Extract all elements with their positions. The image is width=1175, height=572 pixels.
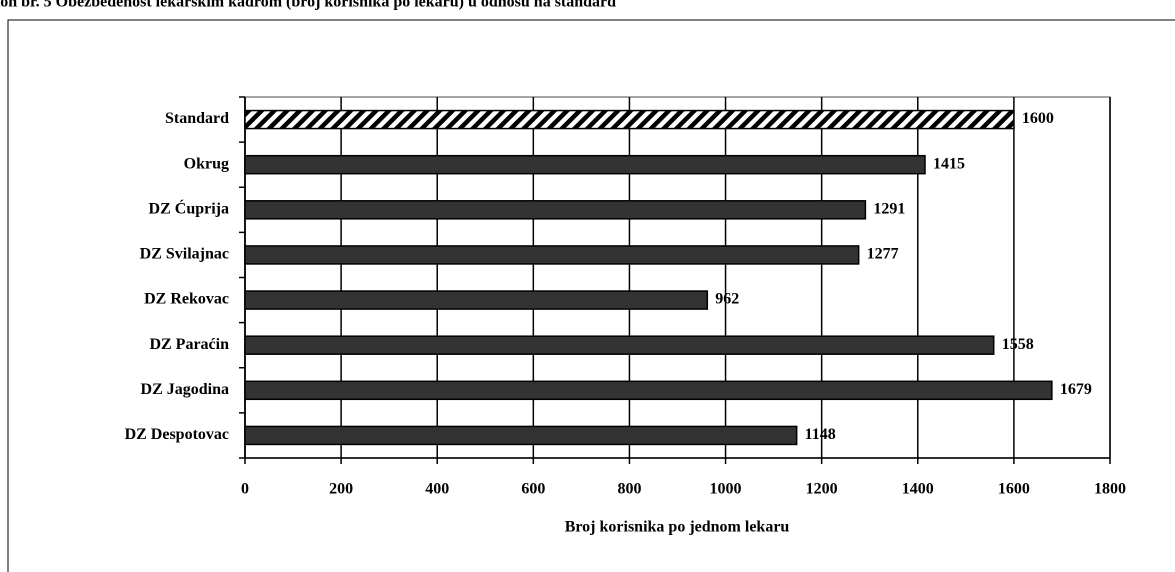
value-label: 1148 — [805, 426, 836, 443]
bar — [244, 154, 926, 175]
bar — [244, 335, 995, 355]
y-tick-label: DZ Rekovac — [144, 291, 229, 308]
x-tick-label: 1200 — [806, 481, 838, 498]
x-tick-label: 800 — [617, 481, 641, 498]
y-tick-label: DZ Ćuprija — [149, 198, 229, 217]
y-tick-label: Okrug — [184, 155, 229, 172]
bar — [244, 380, 1053, 401]
value-label: 1291 — [873, 200, 905, 217]
x-tick-label: 200 — [329, 481, 353, 498]
plot-area — [244, 96, 1111, 459]
x-tick-label: 1800 — [1094, 481, 1126, 498]
x-tick-label: 1000 — [710, 481, 742, 498]
x-axis-label: Broj korisnika po jednom lekaru — [565, 519, 790, 536]
y-tick-label: DZ Jagodina — [141, 381, 229, 398]
value-label: 1558 — [1002, 336, 1034, 353]
value-label: 1277 — [867, 246, 899, 263]
value-label: 962 — [715, 291, 739, 308]
y-tick-label: DZ Paraćin — [149, 336, 229, 353]
value-label: 1679 — [1060, 381, 1092, 398]
x-tick-label: 1600 — [998, 481, 1030, 498]
bar — [244, 425, 798, 446]
frame — [7, 19, 1175, 572]
chart-title: Grafikon br. 5 Obezbeđenost lekarskim ka… — [0, 0, 616, 11]
value-label: 1600 — [1022, 110, 1054, 127]
y-tick-label: DZ Svilajnac — [140, 246, 229, 263]
y-tick-label: Standard — [165, 110, 229, 127]
x-tick-label: 1400 — [902, 481, 934, 498]
x-tick-label: 0 — [241, 481, 249, 498]
bar — [244, 290, 709, 310]
value-label: 1415 — [933, 155, 965, 172]
bar — [244, 245, 860, 265]
x-tick-label: 600 — [521, 481, 545, 498]
y-tick-label: DZ Despotovac — [125, 426, 229, 443]
bar — [244, 109, 1015, 130]
bar — [244, 200, 867, 220]
x-tick-label: 400 — [425, 481, 449, 498]
